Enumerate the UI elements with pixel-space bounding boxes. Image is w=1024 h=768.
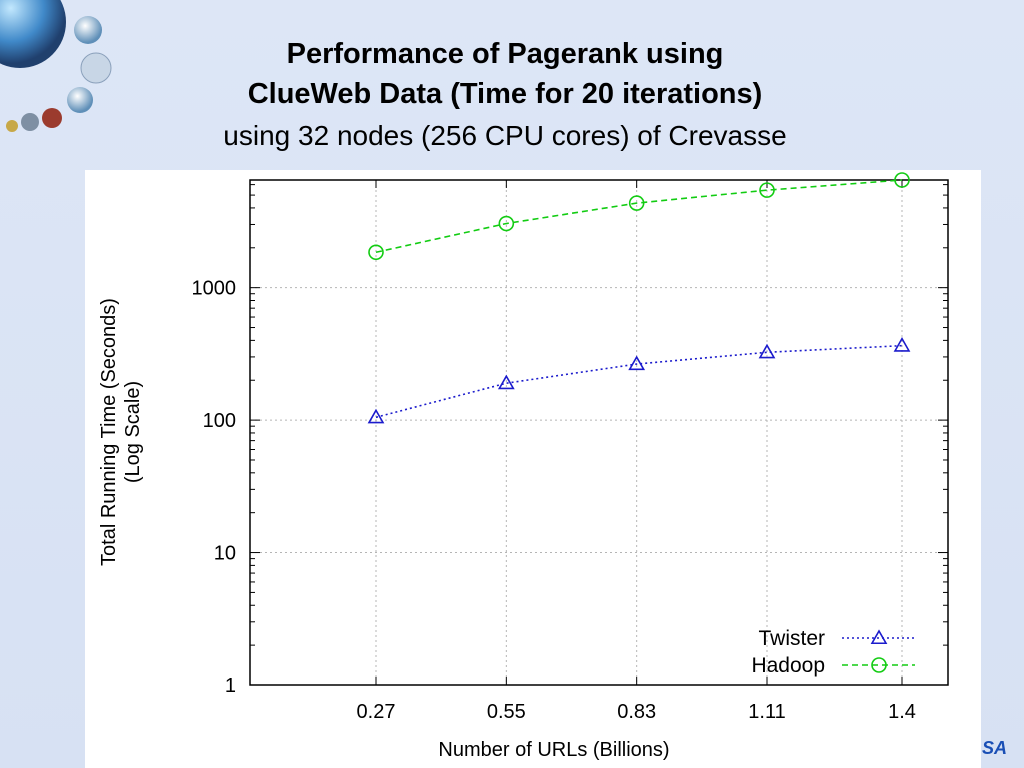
data-point-twister [628, 355, 646, 371]
data-point-twister [758, 343, 776, 359]
data-point-hadoop [628, 195, 645, 211]
grid-layer [250, 180, 948, 685]
y-tick-label: 10 [214, 543, 236, 565]
chart-panel: 0.27 0.55 0.83 1.11 1.4 1 10 100 1000 Number of … [85, 170, 981, 768]
y-tick-label: 100 [203, 410, 236, 432]
globe-decoration-image [0, 0, 130, 150]
y-tick-label: 1000 [192, 278, 237, 300]
plot-frame [249, 179, 949, 686]
x-tick-label: 1.11 [748, 701, 785, 723]
legend-label: Twister [758, 627, 825, 650]
data-point-hadoop [759, 182, 775, 198]
data-point-twister [497, 374, 515, 390]
y-tick-label: 1 [225, 675, 236, 697]
title-line-2: ClueWeb Data (Time for 20 iterations) [247, 78, 763, 110]
subtitle-line: using 32 nodes (256 CPU cores) of Crevas… [223, 120, 787, 151]
x-tick-label: 0.55 [487, 701, 526, 723]
title-line-1: Performance of Pagerank using [286, 38, 724, 70]
series-line-hadoop [375, 179, 903, 254]
series-layer [367, 172, 911, 424]
data-point-hadoop [894, 172, 910, 188]
legend: Twister Hadoop [751, 627, 915, 677]
data-point-twister [893, 337, 911, 352]
legend-label: Hadoop [751, 654, 825, 677]
x-axis-label: Number of URLs (Billions) [438, 739, 669, 761]
y-axis-label-line2: (Log Scale) [122, 381, 144, 483]
corner-logo-text: SA [982, 738, 1008, 758]
data-point-twister [367, 408, 385, 424]
data-point-hadoop [368, 244, 384, 261]
y-axis-label-line1: Total Running Time (Seconds) [98, 298, 120, 566]
legend-marker [871, 657, 887, 673]
x-tick-label: 0.27 [357, 701, 396, 723]
series-twister [367, 337, 911, 424]
legend-marker [870, 629, 888, 645]
data-point-hadoop [498, 215, 515, 232]
x-tick-label: 1.4 [888, 701, 916, 723]
slide-title: Performance of Pagerank using ClueWeb Da… [150, 34, 860, 158]
chart-svg: 0.27 0.55 0.83 1.11 1.4 1 10 100 1000 Number of … [98, 172, 949, 761]
tick-layer: 0.27 0.55 0.83 1.11 1.4 1 10 100 1000 [192, 180, 948, 723]
x-tick-label: 0.83 [617, 701, 656, 723]
series-hadoop [368, 172, 910, 261]
series-line-twister [375, 344, 903, 419]
